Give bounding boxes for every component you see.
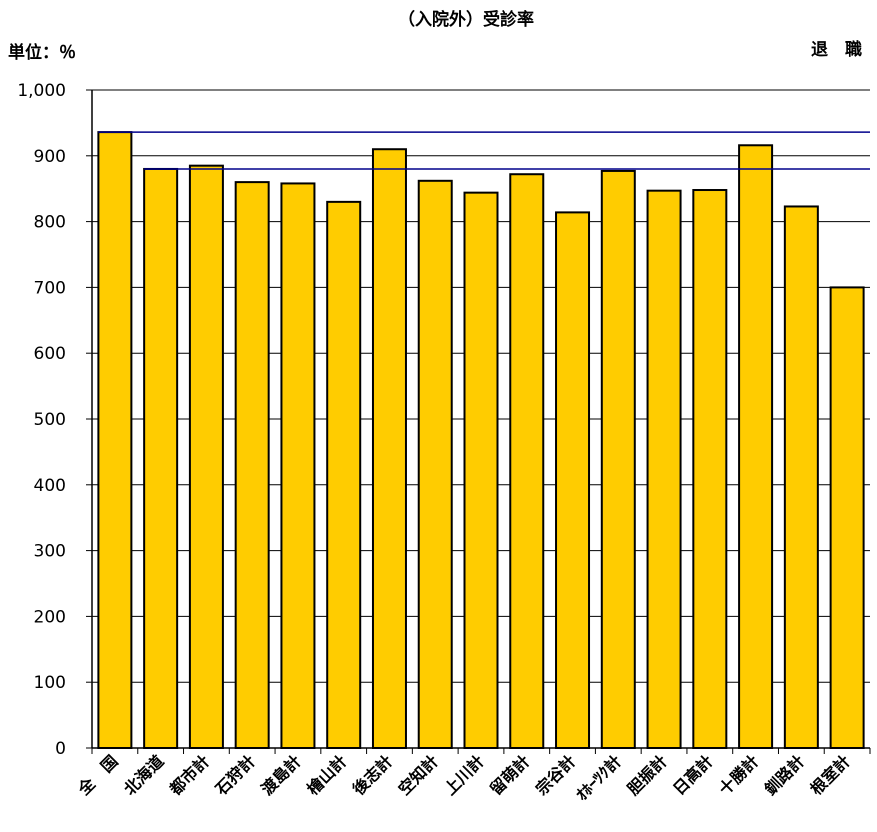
y-tick-label: 200 — [34, 607, 66, 627]
y-tick-label: 600 — [34, 344, 66, 364]
bar — [692, 189, 728, 750]
bar — [326, 200, 362, 750]
x-tick-label: 上川計 — [440, 751, 487, 798]
x-tick-label: 根室計 — [807, 751, 854, 798]
bar — [463, 191, 499, 749]
x-tick-label: ｵﾎｰﾂｸ計 — [572, 751, 625, 804]
bar — [555, 211, 591, 749]
bar — [829, 286, 865, 749]
axes — [86, 89, 871, 754]
x-tick-label: 石狩計 — [211, 751, 259, 799]
x-tick-label: 日高計 — [669, 751, 716, 798]
x-tick-label: 空知計 — [395, 751, 442, 798]
x-tick-labels: 全 国北海道都市計石狩計渡島計檜山計後志計空知計上川計留萌計宗谷計ｵﾎｰﾂｸ計胆… — [74, 751, 854, 804]
x-tick-label: 後志計 — [349, 751, 396, 798]
bar — [280, 182, 316, 750]
x-tick-label: 全 国 — [74, 751, 122, 799]
x-tick-label: 留萌計 — [486, 751, 533, 798]
bar — [509, 173, 545, 749]
bar — [600, 169, 636, 749]
category-label: 退 職 — [811, 39, 862, 60]
x-tick-label: 檜山計 — [303, 751, 350, 798]
bar — [143, 167, 179, 749]
y-tick-label: 800 — [34, 213, 66, 233]
bar — [417, 179, 453, 749]
y-tick-label: 400 — [34, 476, 66, 496]
x-tick-label: 十勝計 — [715, 751, 762, 798]
y-tick-labels: 0 100 200 300 400 500 600 700 800 900 1,000 — [17, 81, 66, 759]
y-tick-label: 1,000 — [17, 81, 66, 101]
bar — [234, 181, 270, 749]
y-tick-label: 900 — [34, 147, 66, 167]
bar — [188, 164, 224, 750]
y-tick-label: 300 — [34, 542, 66, 562]
reference-lines — [98, 131, 870, 170]
x-tick-label: 都市計 — [165, 751, 213, 799]
y-tick-label: 100 — [34, 673, 66, 693]
x-tick-label: 胆振計 — [624, 751, 671, 798]
y-tick-label: 700 — [34, 278, 66, 298]
x-tick-label: 渡島計 — [257, 751, 304, 798]
bar — [738, 144, 774, 750]
x-tick-label: 北海道 — [120, 751, 167, 798]
chart-title: （入院外）受診率 — [398, 9, 534, 30]
y-tick-label: 500 — [34, 410, 66, 430]
bar — [783, 205, 819, 749]
x-tick-label: 釧路計 — [761, 751, 808, 798]
bar — [646, 189, 682, 749]
bar — [371, 148, 407, 750]
y-tick-label: 0 — [55, 739, 66, 759]
bars — [97, 131, 865, 750]
bar — [97, 131, 133, 749]
unit-label: 単位：％ — [8, 42, 76, 63]
